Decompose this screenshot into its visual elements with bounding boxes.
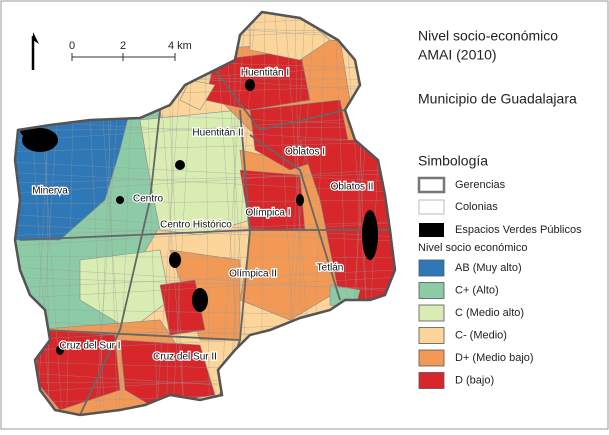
legend-swatch	[419, 223, 444, 237]
zone-label: Huentitán II	[192, 128, 243, 139]
legend-swatch	[419, 328, 444, 344]
zone-label: Cruz del Sur I	[59, 341, 120, 352]
zone-label: Huentitán I	[241, 68, 289, 79]
title: AMAI (2010)	[418, 47, 497, 63]
zone-label: Centro Histórico	[160, 220, 232, 231]
legend-swatch	[419, 200, 444, 214]
legend-label: Espacios Verdes Públicos	[455, 224, 582, 236]
legend-label: D (bajo)	[455, 374, 494, 386]
zone-label: Minerva	[32, 186, 68, 197]
subtitle: Municipio de Guadalajara	[418, 91, 577, 107]
legend-swatch	[419, 283, 444, 299]
zone-label: Cruz del Sur II	[153, 352, 217, 363]
legend-label: Gerencias	[455, 179, 506, 191]
legend-swatch	[419, 373, 444, 389]
legend-label: Colonias	[455, 201, 498, 213]
legend-label: C (Medio alto)	[455, 307, 524, 319]
green-space	[245, 79, 255, 91]
legend-label: C+ (Alto)	[455, 284, 499, 296]
legend-label: C- (Medio)	[455, 329, 507, 341]
zone-label: Olímpica I	[245, 208, 290, 219]
legend-swatch	[419, 305, 444, 321]
green-space	[169, 252, 181, 268]
green-space	[175, 160, 185, 170]
scale-label: 2	[120, 40, 126, 52]
green-space	[192, 288, 208, 312]
zone-label: Oblatos II	[331, 182, 374, 193]
green-space	[116, 196, 124, 204]
green-space	[296, 194, 304, 206]
legend-label: D+ (Medio bajo)	[455, 352, 534, 364]
legend-label: AB (Muy alto)	[455, 262, 522, 274]
green-space	[362, 210, 378, 260]
legend-subtitle: Nivel socio económico	[418, 242, 527, 254]
legend-title: Simbología	[418, 153, 488, 169]
legend-swatch	[419, 260, 444, 276]
scale-label: 0	[69, 40, 75, 52]
legend-swatch	[419, 178, 444, 192]
zone-label: Tetlán	[317, 263, 344, 274]
zone-label: Olímpica II	[229, 269, 277, 280]
scale-label: 4 km	[168, 40, 192, 52]
zone-label: Centro	[133, 194, 163, 205]
legend-swatch	[419, 350, 444, 366]
zone-label: Oblatos I	[285, 147, 325, 158]
title: Nivel socio-económico	[418, 28, 558, 44]
